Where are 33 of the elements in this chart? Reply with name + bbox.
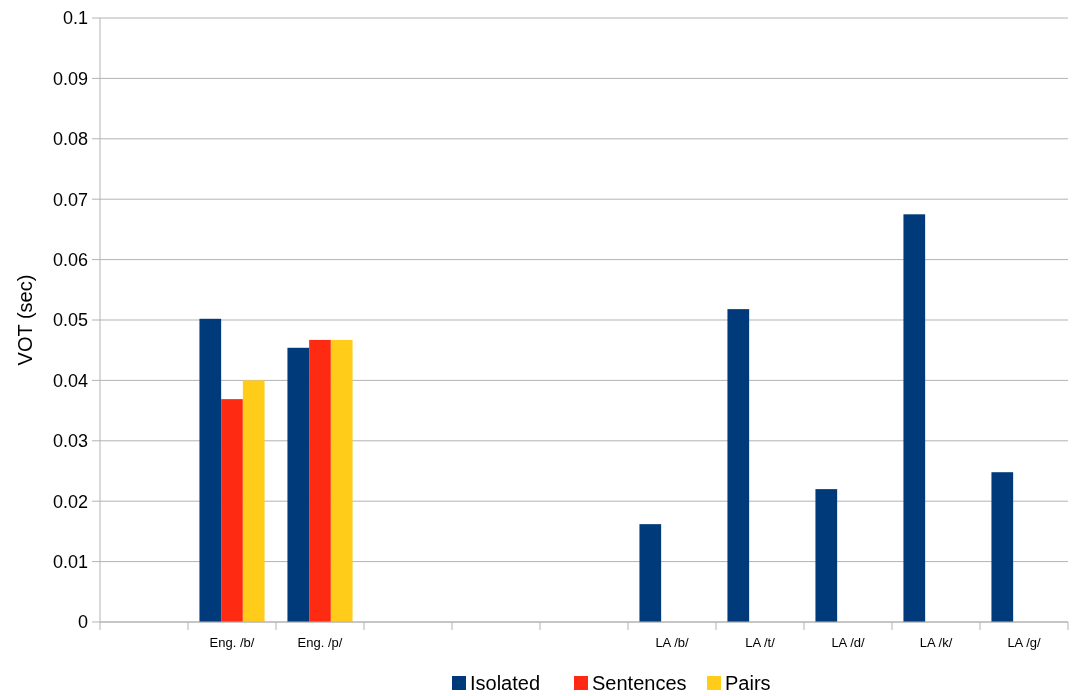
x-tick-label: Eng. /p/ bbox=[297, 635, 343, 650]
y-tick-label: 0.03 bbox=[52, 431, 88, 452]
bar bbox=[727, 309, 750, 622]
bar bbox=[639, 524, 662, 622]
bar bbox=[330, 339, 353, 622]
bar bbox=[221, 399, 243, 622]
x-tick-label: LA /t/ bbox=[745, 635, 776, 650]
bar bbox=[242, 380, 265, 622]
x-tick-label: LA /k/ bbox=[919, 635, 953, 650]
y-tick-label: 0.08 bbox=[52, 129, 88, 150]
bar bbox=[309, 339, 331, 622]
bar bbox=[815, 489, 838, 622]
bar bbox=[991, 472, 1014, 622]
y-tick-label: 0.04 bbox=[52, 370, 88, 391]
y-tick-label: 0.07 bbox=[52, 189, 88, 210]
y-tick-label: 0 bbox=[77, 612, 88, 633]
y-axis-title: VOT (sec) bbox=[14, 274, 36, 366]
y-tick-label: 0.1 bbox=[62, 8, 88, 29]
bar bbox=[199, 318, 222, 622]
legend-label: Pairs bbox=[725, 672, 771, 694]
x-tick-label: LA /b/ bbox=[655, 635, 690, 650]
y-tick-label: 0.09 bbox=[52, 68, 88, 89]
y-tick-label: 0.02 bbox=[52, 491, 88, 512]
x-tick-label: Eng. /b/ bbox=[209, 635, 255, 650]
x-tick-label: LA /d/ bbox=[831, 635, 866, 650]
y-tick-label: 0.06 bbox=[52, 249, 88, 270]
legend-label: Sentences bbox=[592, 672, 687, 694]
bar bbox=[903, 214, 926, 622]
y-tick-label: 0.05 bbox=[52, 310, 88, 331]
bar bbox=[287, 347, 310, 622]
legend-label: Isolated bbox=[470, 672, 541, 694]
x-tick-label: LA /g/ bbox=[1007, 635, 1042, 650]
y-tick-label: 0.01 bbox=[52, 551, 88, 572]
